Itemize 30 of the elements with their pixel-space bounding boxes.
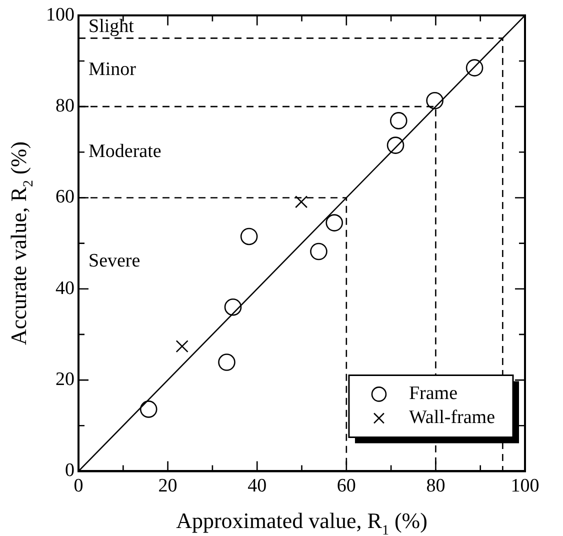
point	[390, 112, 408, 130]
point	[426, 92, 444, 110]
y-tick-label: 60	[56, 186, 74, 208]
x-tick-label: 100	[510, 476, 540, 497]
annotation: Severe	[88, 250, 140, 272]
annotation: Slight	[88, 16, 135, 37]
point	[294, 196, 308, 208]
annotation: Minor	[88, 59, 137, 80]
y-tick-label: 80	[56, 96, 74, 117]
x-tick-label: 40	[248, 476, 267, 497]
point	[240, 228, 258, 246]
y-tick-label: 40	[56, 278, 74, 299]
legend-label: Wall-frame	[408, 407, 495, 428]
y-tick-label: 0	[65, 460, 74, 482]
point	[140, 400, 158, 418]
annotation: Moderate	[88, 141, 162, 162]
x-tick-label: 60	[336, 476, 356, 497]
point	[310, 242, 328, 260]
point	[176, 340, 188, 353]
x-tick-label: 80	[426, 476, 446, 497]
y-axis-title: Accurate value, R2 (%)	[6, 141, 37, 346]
point	[466, 59, 484, 76]
legend-label: Frame	[408, 383, 458, 404]
y-tick-label: 100	[46, 4, 74, 26]
point	[386, 136, 404, 154]
x-tick-label: 20	[158, 476, 178, 497]
point	[326, 214, 343, 232]
y-tick-label: 20	[56, 369, 74, 390]
point	[218, 354, 236, 371]
point	[224, 298, 242, 316]
